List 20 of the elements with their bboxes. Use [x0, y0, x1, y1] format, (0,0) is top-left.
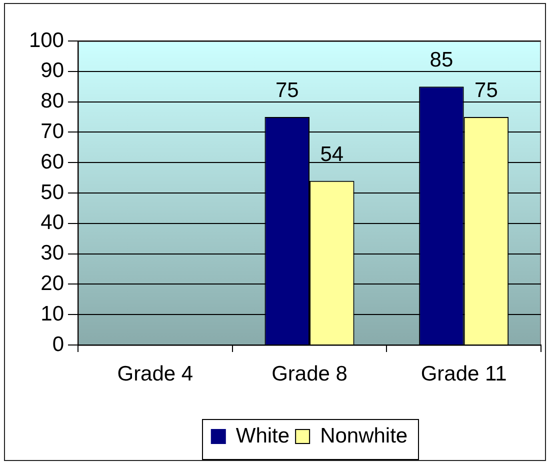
y-tick-label: 20: [40, 272, 64, 295]
data-label: 54: [320, 142, 344, 166]
y-tick-label: 60: [40, 150, 64, 174]
x-tick-label: Grade 8: [272, 362, 348, 386]
y-tick-label: 80: [40, 90, 64, 113]
y-tick-label: 50: [40, 180, 64, 204]
y-tick-label: 100: [28, 28, 64, 52]
y-tick-label: 0: [52, 332, 64, 356]
data-label: 75: [275, 79, 299, 102]
x-tick-label: Grade 4: [117, 362, 194, 386]
y-tick-label: 70: [40, 120, 64, 143]
y-tick-label: 10: [40, 302, 64, 326]
y-tick-label: 30: [40, 242, 64, 265]
y-tick-label: 40: [40, 211, 64, 234]
y-tick-label: 90: [40, 59, 64, 82]
data-label: 75: [474, 79, 498, 102]
legend-label: White: [236, 424, 290, 448]
data-label: 85: [430, 48, 454, 72]
x-tick-label: Grade 11: [420, 362, 507, 386]
legend-label: Nonwhite: [320, 424, 408, 448]
